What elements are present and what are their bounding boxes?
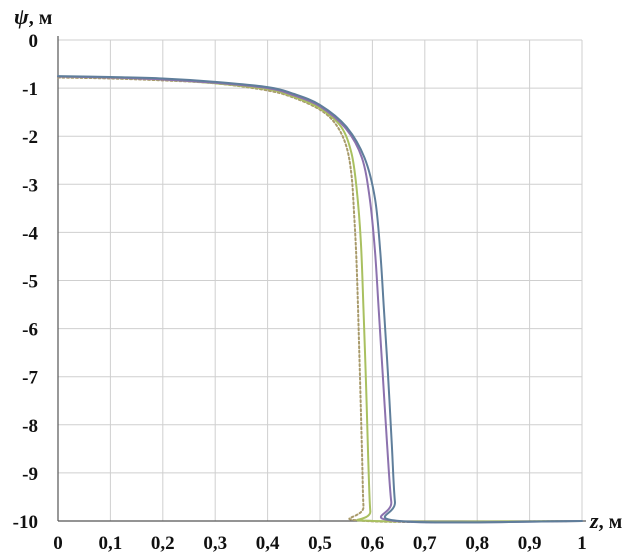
x-tick-label: 0,3 xyxy=(203,533,227,554)
x-tick-label: 0 xyxy=(53,533,63,554)
x-tick-label: 0,2 xyxy=(151,533,175,554)
x-tick-label: 0,1 xyxy=(99,533,123,554)
x-tick-label: 0,6 xyxy=(361,533,385,554)
x-tick-label: 1 xyxy=(577,533,587,554)
y-tick-label: -2 xyxy=(22,127,38,148)
y-tick-label: -4 xyxy=(22,223,38,244)
y-tick-label: -7 xyxy=(22,368,38,389)
y-tick-label: -1 xyxy=(22,79,38,100)
y-tick-label: -6 xyxy=(22,320,38,341)
gridlines xyxy=(57,39,583,522)
y-tick-label: -9 xyxy=(22,464,38,485)
tick-labels: 0 0,1 0,2 0,3 0,4 0,5 0,6 0,7 0,8 0,9 1 0 -1 -2 -3 -4 -5… xyxy=(13,31,587,554)
x-tick-label: 0,8 xyxy=(465,533,489,554)
y-tick-label: 0 xyxy=(29,31,39,52)
x-axis-label: z, м xyxy=(589,508,622,533)
x-tick-label: 0,5 xyxy=(308,533,332,554)
series-lines xyxy=(57,75,583,524)
x-tick-label: 0,9 xyxy=(518,533,542,554)
y-tick-label: -3 xyxy=(22,175,38,196)
y-tick-label: -5 xyxy=(22,272,38,293)
series-line-4 xyxy=(57,75,583,524)
y-axis-label: ψ, м xyxy=(14,4,52,29)
y-tick-label: -10 xyxy=(13,512,38,533)
x-tick-label: 0,7 xyxy=(413,533,437,554)
series-line-1 xyxy=(57,76,583,524)
y-tick-label: -8 xyxy=(22,416,38,437)
x-tick-label: 0,4 xyxy=(256,533,280,554)
